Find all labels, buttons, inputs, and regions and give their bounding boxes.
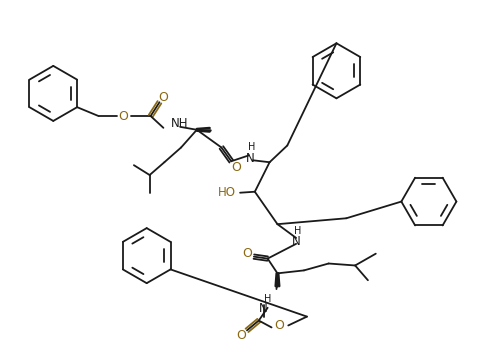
- Text: H: H: [295, 226, 302, 236]
- Text: O: O: [231, 161, 241, 174]
- Text: O: O: [242, 247, 252, 260]
- Text: HO: HO: [218, 186, 236, 199]
- Text: H: H: [264, 294, 272, 304]
- Text: O: O: [236, 329, 246, 342]
- Text: N: N: [259, 302, 268, 315]
- Text: NH: NH: [171, 117, 189, 130]
- Text: N: N: [292, 235, 300, 248]
- Text: H: H: [248, 143, 256, 153]
- Text: N: N: [246, 152, 254, 165]
- Text: O: O: [159, 91, 168, 104]
- Text: O: O: [119, 109, 129, 122]
- Text: O: O: [274, 319, 284, 332]
